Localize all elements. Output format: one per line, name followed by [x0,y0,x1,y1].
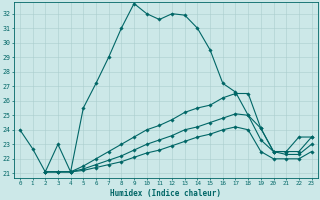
X-axis label: Humidex (Indice chaleur): Humidex (Indice chaleur) [110,189,221,198]
